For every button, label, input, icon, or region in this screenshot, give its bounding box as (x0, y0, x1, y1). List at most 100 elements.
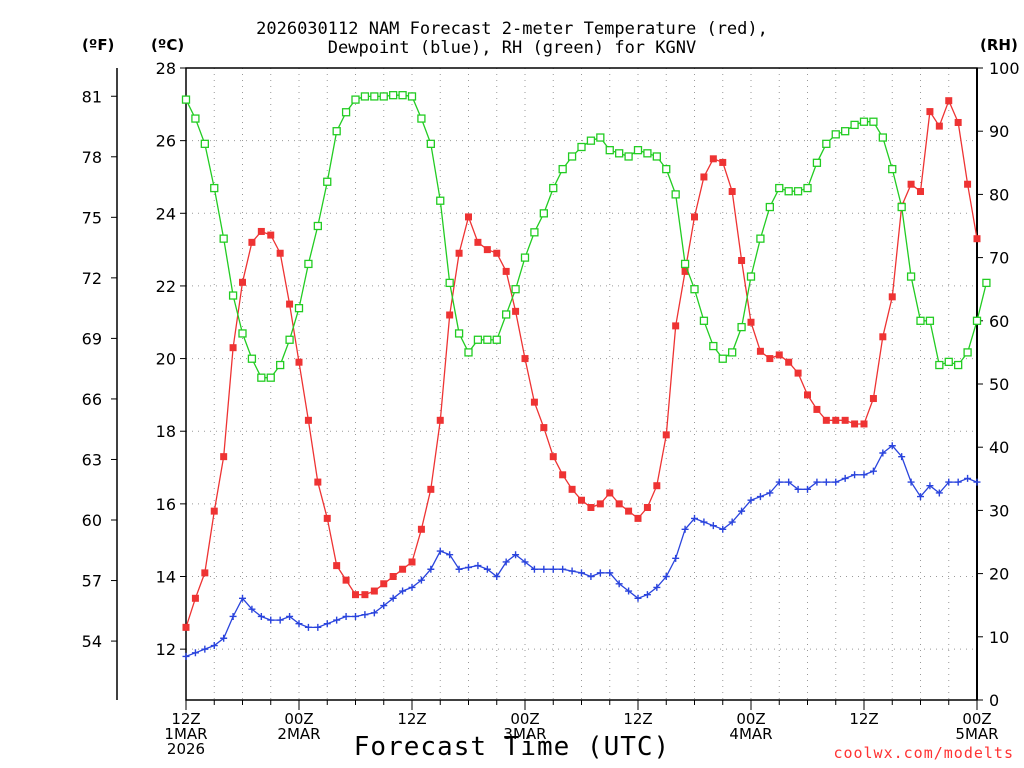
rh-point (285, 335, 294, 344)
celsius-tick-label: 12 (156, 640, 176, 659)
temperature-point (860, 420, 868, 428)
rh-point (389, 91, 398, 100)
x-tick-label: 00Z (962, 710, 991, 728)
rh-point (247, 354, 257, 363)
rh-tick-label: 100 (989, 59, 1020, 78)
rh-point (332, 127, 341, 136)
fahrenheit-unit-label: (ºF) (82, 36, 115, 54)
dewpoint-point (775, 478, 783, 486)
rh-point (737, 322, 746, 332)
temperature-point (342, 576, 350, 584)
temperature-point (248, 238, 256, 246)
dewpoint-point (804, 485, 811, 493)
rh-point (398, 91, 407, 100)
rh-point (671, 190, 680, 199)
rh-point (680, 259, 690, 269)
dewpoint-point (794, 485, 802, 493)
temperature-point (700, 173, 708, 181)
temperature-point (455, 249, 463, 257)
dewpoint-point (860, 471, 868, 479)
dewpoint-point (257, 612, 265, 620)
dewpoint-point (267, 616, 275, 624)
rh-point (633, 146, 643, 155)
dewpoint-point (596, 569, 604, 577)
temperature-point (257, 227, 265, 235)
temperature-point (681, 267, 689, 275)
rh-point (323, 177, 332, 186)
rh-point (831, 130, 840, 139)
dewpoint-point (389, 594, 397, 602)
x-tick-label: 1MAR (164, 725, 207, 743)
temperature-point (502, 267, 510, 275)
rh-point (266, 373, 275, 382)
dewpoint-point (493, 573, 501, 581)
dewpoint-point (427, 565, 435, 573)
plot-frame (185, 67, 978, 701)
x-tick-label: 00Z (510, 710, 539, 728)
rh-point (558, 164, 567, 174)
temperature-point (314, 478, 322, 486)
rh-point (775, 183, 784, 193)
temperature-point (436, 416, 444, 424)
x-tick-label: 5MAR (955, 725, 998, 743)
source-credit: coolwx.com/modelts (833, 744, 1014, 762)
dewpoint-point (446, 551, 454, 559)
dewpoint-point (747, 496, 755, 504)
rh-tick-label: 50 (989, 375, 1009, 394)
temperature-point (220, 453, 228, 461)
rh-point (803, 183, 812, 193)
temperature-point (370, 587, 378, 595)
temperature-point (785, 358, 793, 366)
temperature-point (606, 489, 614, 497)
dewpoint-point (220, 634, 228, 642)
celsius-tick-label: 22 (156, 277, 176, 296)
temperature-point (841, 416, 849, 424)
dewpoint-point (370, 609, 378, 617)
temperature-point (888, 293, 896, 301)
dewpoint-point (474, 562, 482, 570)
rh-point (906, 272, 916, 281)
rh-tick-label: 20 (989, 565, 1009, 584)
temperature-point (926, 108, 934, 116)
dewpoint-point (869, 467, 877, 475)
rh-point (709, 341, 718, 351)
rh-point (624, 152, 633, 161)
fahrenheit-tick-label: 69 (82, 329, 102, 348)
rh-point (483, 335, 492, 344)
temperature-point (182, 623, 190, 631)
temperature-point (945, 97, 953, 105)
rh-tick-label: 40 (989, 438, 1009, 457)
grid-layer (186, 67, 977, 700)
temperature-point (408, 558, 416, 566)
dewpoint-point (841, 474, 849, 482)
dewpoint-point (483, 565, 491, 573)
rh-point (379, 92, 388, 101)
rh-point (210, 183, 219, 193)
series-layer (181, 91, 991, 660)
rh-point (502, 310, 511, 319)
temperature-point (643, 503, 651, 511)
rh-point (351, 95, 360, 104)
temperature-point (907, 180, 915, 188)
dewpoint-point (832, 478, 840, 486)
temperature-point (323, 514, 331, 522)
rh-point (219, 234, 228, 243)
x-tick-label: 4MAR (729, 725, 772, 743)
temperature-point (530, 398, 538, 406)
dewpoint-point (615, 580, 623, 588)
rh-point (841, 127, 850, 136)
rh-point (577, 142, 586, 152)
temperature-point (446, 311, 454, 319)
dewpoint-point (465, 563, 472, 571)
dewpoint-point (380, 602, 388, 610)
temperature-point (587, 503, 595, 511)
temperature-point (540, 424, 548, 432)
rh-point (596, 133, 605, 142)
rh-point (944, 357, 953, 367)
temperature-point (879, 333, 887, 341)
rh-tick-label: 80 (989, 185, 1009, 204)
fahrenheit-tick-label: 72 (82, 269, 102, 288)
temperature-point (267, 231, 275, 239)
x-tick-label: 12Z (849, 710, 878, 728)
